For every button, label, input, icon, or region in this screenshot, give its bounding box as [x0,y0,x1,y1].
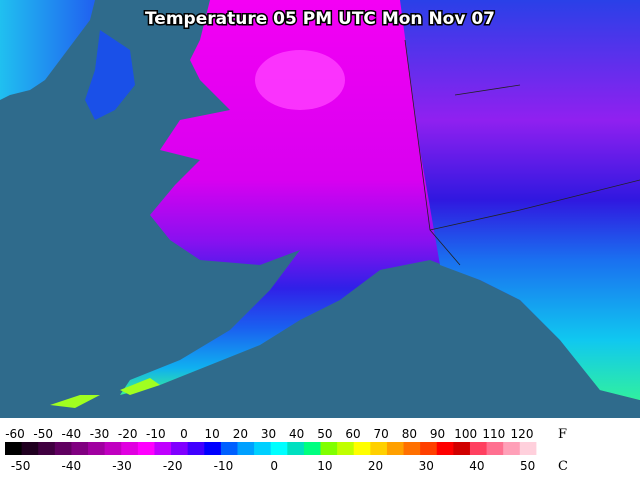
colorbar-swatch [254,442,272,455]
colorbar-swatch [386,442,405,455]
colorbar-swatch [270,442,288,455]
colorbar-swatch [469,442,488,455]
fahrenheit-tick-label: 70 [374,427,389,441]
colorbar-swatch [21,442,39,455]
colorbar-swatch [303,442,322,455]
fahrenheit-tick-label: 50 [317,427,332,441]
fahrenheit-tick-label: 30 [261,427,276,441]
fahrenheit-tick-label: -60 [5,427,25,441]
colorbar-swatch [337,442,355,455]
colorbar-swatch [154,442,172,455]
colorbar: -60 -50 -40 -30 -20 -10 0 10 20 30 40 50 60 70 80 90 100… [0,418,640,480]
celsius-tick-label: 20 [368,459,383,473]
celsius-tick-label: -10 [214,459,234,473]
fahrenheit-tick-label: 60 [345,427,360,441]
fahrenheit-tick-label: 10 [205,427,220,441]
colorbar-swatch [503,442,521,455]
colorbar-swatch [220,442,238,455]
celsius-tick-label: 50 [520,459,535,473]
colorbar-swatch [38,442,56,455]
colorbar-swatch [54,442,72,455]
colorbar-swatch [519,442,537,455]
fahrenheit-tick-label: 120 [511,427,534,441]
cold-core [255,50,345,110]
colorbar-swatch [5,442,23,455]
fahrenheit-unit: F [558,427,567,442]
colorbar-swatch [171,442,189,455]
colorbar-swatch [320,442,338,455]
colorbar-swatch [370,442,388,455]
colorbar-swatch [137,442,155,455]
fahrenheit-tick-label: 80 [402,427,417,441]
colorbar-swatch [71,442,89,455]
celsius-tick-label: 30 [419,459,434,473]
fahrenheit-tick-label: -20 [118,427,138,441]
colorbar-swatch [204,442,222,455]
fahrenheit-tick-label: 90 [430,427,445,441]
colorbar-swatch [536,442,554,455]
celsius-tick-label: -50 [11,459,31,473]
celsius-tick-label: -40 [62,459,82,473]
colorbar-swatch [287,442,305,455]
colorbar-swatch [420,442,438,455]
fahrenheit-tick-label: -50 [33,427,53,441]
fahrenheit-tick-label: 20 [233,427,248,441]
fahrenheit-tick-label: -10 [146,427,166,441]
colorbar-swatch [353,442,371,455]
fahrenheit-tick-label: 110 [482,427,505,441]
colorbar-swatch [453,442,471,455]
celsius-tick-label: -30 [112,459,132,473]
canada-land [400,0,640,400]
celsius-tick-label: 10 [317,459,332,473]
celsius-tick-label: 40 [469,459,484,473]
colorbar-swatch [121,442,139,455]
russia-land [0,0,95,100]
colorbar-swatch [436,442,454,455]
colorbar-swatch [104,442,122,455]
celsius-unit: C [558,459,568,474]
colorbar-swatch [237,442,255,455]
map-title: Temperature 05 PM UTC Mon Nov 07 [145,9,495,29]
chukotka [85,30,135,120]
fahrenheit-tick-label: -30 [90,427,110,441]
fahrenheit-tick-label: 0 [180,427,188,441]
colorbar-swatch [187,442,205,455]
border-lines [404,39,640,266]
colorbar-swatch [88,442,106,455]
celsius-tick-label: -20 [163,459,183,473]
fahrenheit-tick-label: 40 [289,427,304,441]
colorbar-swatch [403,442,421,455]
celsius-tick-label: 0 [270,459,278,473]
colorbar-swatch [486,442,504,455]
aleutian-islands [50,378,160,408]
fahrenheit-tick-label: -40 [62,427,82,441]
fahrenheit-tick-label: 100 [454,427,477,441]
